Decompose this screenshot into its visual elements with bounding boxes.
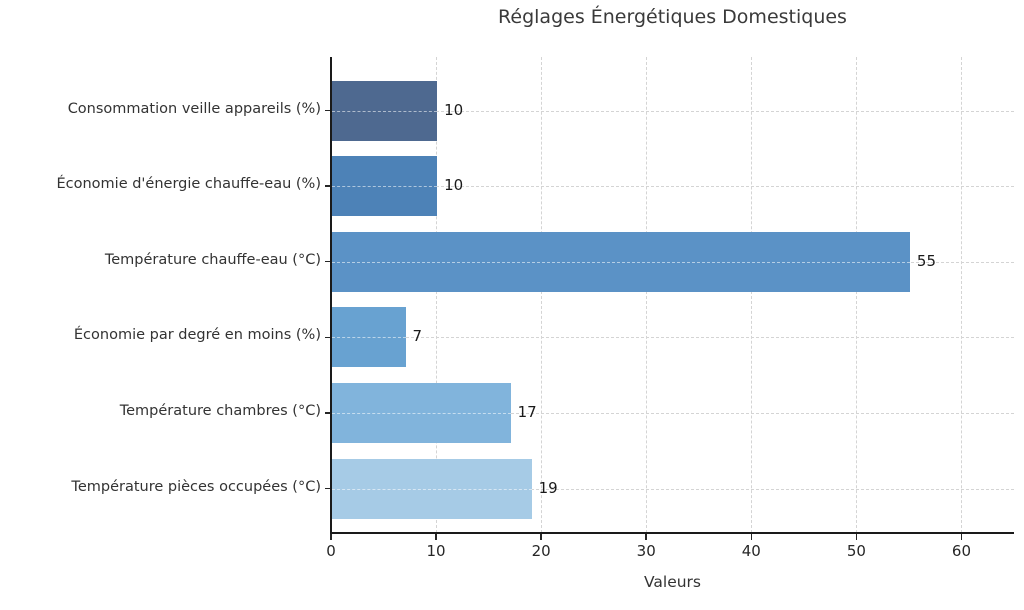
gridline-vertical (646, 57, 648, 533)
x-tick-mark (855, 534, 858, 540)
y-tick-mark (325, 109, 331, 112)
x-tick-mark (960, 534, 963, 540)
x-tick-label: 50 (846, 542, 866, 560)
gridline-vertical (541, 57, 543, 533)
y-tick-mark (325, 260, 331, 263)
gridline-horizontal (331, 488, 1014, 490)
x-tick-label: 30 (636, 542, 656, 560)
bar-value-label: 10 (444, 100, 464, 119)
gridline-horizontal-over-bar (332, 412, 511, 414)
gridline-horizontal (331, 412, 1014, 414)
gridline-horizontal-over-bar (332, 186, 438, 188)
category-label: Température pièces occupées (°C) (71, 478, 321, 495)
x-tick-mark (645, 534, 647, 540)
gridline-horizontal-over-bar (332, 488, 532, 490)
gridline-horizontal-over-bar (332, 261, 910, 263)
gridline-vertical (751, 57, 753, 533)
gridline-vertical (856, 57, 858, 533)
x-tick-mark (330, 534, 332, 540)
y-axis-spine (330, 57, 332, 534)
bar-value-label: 19 (538, 478, 558, 497)
gridline-vertical (961, 57, 963, 533)
x-tick-label: 0 (326, 542, 336, 560)
gridline-horizontal (331, 186, 1014, 188)
gridline-vertical (436, 57, 438, 533)
x-axis-spine (330, 532, 1014, 534)
x-tick-label: 20 (531, 542, 551, 560)
category-label: Consommation veille appareils (%) (67, 100, 321, 117)
gridline-horizontal-over-bar (332, 110, 438, 112)
gridline-horizontal-over-bar (332, 337, 406, 339)
gridline-horizontal (331, 337, 1014, 339)
bar-value-label: 55 (916, 251, 937, 270)
x-tick-mark (540, 534, 542, 540)
category-label: Économie par degré en moins (%) (73, 327, 321, 344)
bar-value-label: 7 (412, 327, 423, 346)
x-tick-mark (750, 534, 753, 540)
x-axis-label: Valeurs (643, 573, 701, 591)
y-tick-mark (325, 336, 331, 339)
bar-value-label: 10 (444, 176, 464, 195)
x-tick-mark (435, 534, 437, 540)
category-label: Température chauffe-eau (°C) (104, 251, 321, 268)
y-tick-mark (325, 185, 331, 187)
category-label: Économie d'énergie chauffe-eau (%) (56, 176, 321, 193)
category-label: Température chambres (°C) (119, 402, 321, 419)
chart-title: Réglages Énergétiques Domestiques (498, 6, 847, 28)
x-tick-label: 60 (951, 542, 971, 560)
x-tick-label: 10 (426, 542, 446, 560)
x-tick-label: 40 (741, 542, 761, 560)
y-tick-mark (325, 412, 331, 414)
gridline-horizontal (331, 110, 1014, 112)
y-tick-mark (325, 487, 331, 490)
bar-value-label: 17 (517, 402, 537, 421)
